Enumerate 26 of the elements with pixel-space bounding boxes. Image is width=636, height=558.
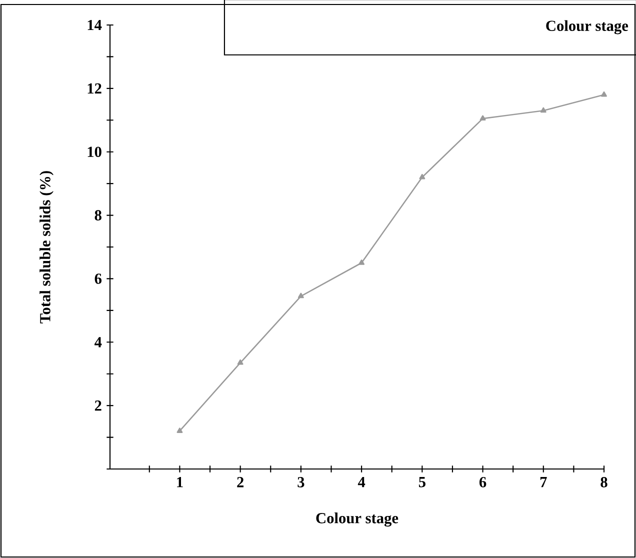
- y-axis-title: Total soluble solids (%): [40, 171, 54, 324]
- x-tick-label: 2: [237, 477, 244, 488]
- x-tick-label: 5: [418, 477, 426, 488]
- x-tick-label: 4: [358, 477, 366, 488]
- y-tick-label: 4: [94, 337, 102, 348]
- point: [176, 428, 183, 433]
- x-tick-label: 1: [177, 477, 183, 488]
- point: [298, 292, 304, 298]
- y-tick-label: 12: [88, 83, 102, 94]
- y-tick-label: 14: [88, 20, 102, 30]
- y-tick-label: 6: [94, 274, 102, 284]
- point: [601, 91, 607, 97]
- y-tick-label: 2: [94, 400, 102, 411]
- point: [419, 174, 426, 180]
- point: [237, 359, 244, 365]
- x-tick-label: 8: [600, 477, 608, 488]
- x-tick-label: 3: [298, 477, 304, 488]
- y-tick-label: 8: [94, 210, 102, 220]
- point: [358, 260, 365, 265]
- y-tick-label: 10: [88, 146, 102, 158]
- x-tick-label: 6: [479, 477, 486, 488]
- x-tick-label: 7: [540, 477, 547, 488]
- point: [540, 107, 546, 113]
- annotation: Colour stage: [546, 20, 628, 34]
- point: [480, 115, 486, 121]
- x-axis-title: Colour stage: [316, 512, 398, 527]
